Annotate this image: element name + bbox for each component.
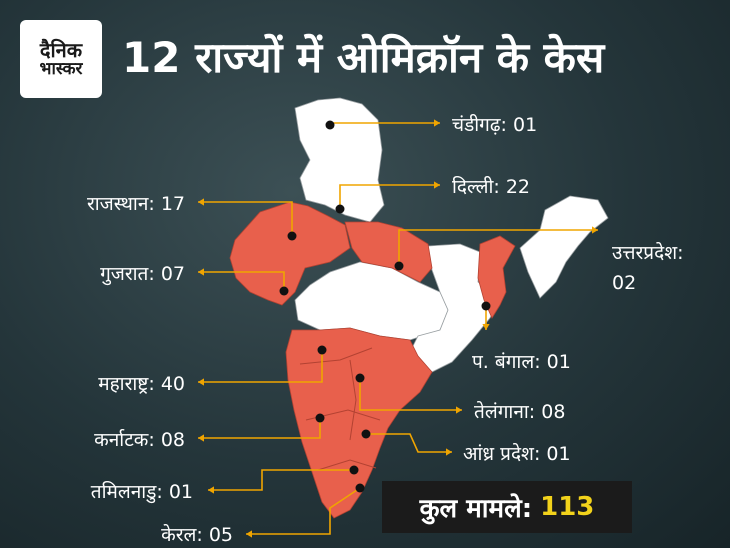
region-rajasthan-gujarat xyxy=(229,201,351,306)
leader-arrow xyxy=(434,181,440,189)
state-name: उत्तरप्रदेश: xyxy=(612,242,684,264)
leader-line xyxy=(398,229,598,266)
state-label: तेलंगाना: 08 xyxy=(474,398,565,424)
state-name: प. बंगाल: xyxy=(472,351,541,373)
state-cases: 02 xyxy=(612,272,637,294)
page-title: 12 राज्यों में ओमिक्रॉन के केस xyxy=(122,33,605,82)
dainik-bhaskar-logo: दैनिक भास्कर xyxy=(20,20,102,98)
state-label: चंडीगढ़: 01 xyxy=(452,111,537,137)
leader-arrow xyxy=(246,530,252,538)
leader-line xyxy=(198,201,293,236)
leader-line xyxy=(198,418,321,439)
total-label: कुल मामले: xyxy=(419,494,533,524)
leader-line xyxy=(366,433,452,453)
state-name: महाराष्ट्र: xyxy=(98,373,155,395)
total-cases-box: कुल मामले: 113 xyxy=(382,481,632,533)
leader-arrow xyxy=(456,406,462,414)
leader-arrow xyxy=(434,119,440,127)
state-name: गुजरात: xyxy=(100,263,155,285)
state-cases: 01 xyxy=(540,351,571,373)
leader-arrow xyxy=(198,198,204,206)
state-marker xyxy=(315,413,325,423)
leader-line xyxy=(246,487,361,535)
state-cases: 01 xyxy=(540,443,571,465)
state-label: कर्नाटक: 08 xyxy=(94,426,185,452)
state-marker xyxy=(325,120,335,130)
leader-line xyxy=(208,469,354,491)
state-label: केरल: 05 xyxy=(161,521,233,547)
state-marker xyxy=(355,483,365,493)
state-label: प. बंगाल: 01 xyxy=(472,348,571,374)
state-marker xyxy=(335,204,345,214)
state-marker xyxy=(279,286,289,296)
state-marker xyxy=(349,465,359,475)
state-name: राजस्थान: xyxy=(86,193,155,215)
state-cases: 05 xyxy=(202,524,233,546)
state-cases: 07 xyxy=(154,263,185,285)
leader-arrow xyxy=(446,448,452,456)
leader-arrow xyxy=(208,486,214,494)
state-name: तमिलनाडु: xyxy=(90,481,163,503)
region-north-white xyxy=(294,97,385,223)
state-cases: 22 xyxy=(499,176,531,198)
state-cases: 08 xyxy=(154,429,185,451)
logo-line-1: दैनिक xyxy=(39,37,83,62)
leader-arrow xyxy=(482,324,490,330)
state-label: आंध्र प्रदेश: 01 xyxy=(463,440,571,466)
state-marker xyxy=(355,373,365,383)
state-marker xyxy=(287,231,297,241)
leader-line xyxy=(198,271,285,291)
state-name: तेलंगाना: xyxy=(474,401,536,423)
state-marker xyxy=(317,345,327,355)
state-cases: 17 xyxy=(154,193,185,215)
state-name: दिल्ली: xyxy=(452,176,500,198)
state-cases: 08 xyxy=(535,401,566,423)
region-uttarpradesh xyxy=(344,221,433,283)
state-label: दिल्ली: 22 xyxy=(452,173,530,199)
leader-line xyxy=(359,378,462,411)
state-name: केरल: xyxy=(161,524,203,546)
state-marker xyxy=(394,261,404,271)
state-cases: 40 xyxy=(154,373,185,395)
leader-arrow xyxy=(198,378,204,386)
state-label: राजस्थान: 17 xyxy=(87,190,185,216)
leader-line xyxy=(339,184,440,209)
leader-arrow xyxy=(198,434,204,442)
region-northeast-white xyxy=(519,195,609,299)
state-name: कर्नाटक: xyxy=(94,429,155,451)
state-label: महाराष्ट्र: 40 xyxy=(98,370,185,396)
leader-arrow xyxy=(592,226,598,234)
total-value: 113 xyxy=(540,492,595,522)
region-westbengal xyxy=(477,235,516,319)
state-label: गुजरात: 07 xyxy=(100,260,185,286)
logo-line-2: भास्कर xyxy=(39,58,83,79)
state-cases: 01 xyxy=(506,114,538,136)
state-marker xyxy=(361,429,371,439)
leader-line xyxy=(198,350,323,383)
state-marker xyxy=(481,301,491,311)
state-name: आंध्र प्रदेश: xyxy=(463,443,541,465)
state-label: तमिलनाडु: 01 xyxy=(91,478,193,504)
state-name: चंडीगढ़: xyxy=(452,114,507,136)
state-cases: 01 xyxy=(162,481,193,503)
state-label: उत्तरप्रदेश: 02 xyxy=(612,238,684,298)
leader-arrow xyxy=(198,268,204,276)
